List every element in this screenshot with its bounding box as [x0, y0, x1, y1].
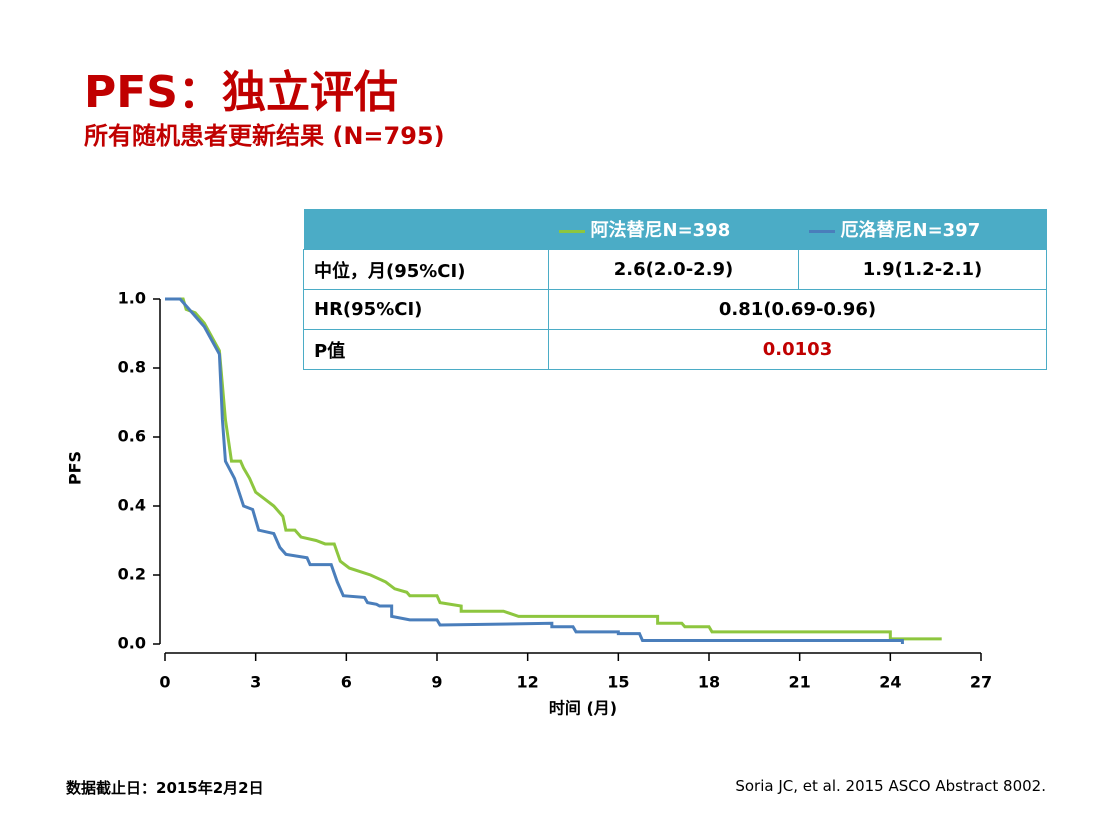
row-label: P值 — [303, 329, 549, 370]
row-label: HR(95%CI) — [303, 289, 549, 330]
x-tick-label: 24 — [879, 673, 901, 692]
y-tick-label: 0.8 — [118, 358, 146, 377]
cell: 2.6(2.0-2.9) — [548, 249, 799, 290]
cell: 0.0103 — [548, 329, 1047, 370]
x-tick-label: 12 — [517, 673, 539, 692]
citation: Soria JC, et al. 2015 ASCO Abstract 8002… — [735, 777, 1046, 795]
title: PFS：独立评估 — [84, 67, 398, 118]
footnote: 数据截止日：2015年2月2日 — [66, 779, 264, 797]
legend-label: 阿法替尼N=398 — [590, 220, 731, 241]
x-axis-label: 时间 (月) — [549, 699, 617, 718]
y-tick-label: 0.0 — [118, 634, 146, 653]
legend-swatch — [558, 229, 585, 233]
x-tick-label: 27 — [970, 673, 992, 692]
y-axis-label: PFS — [66, 451, 85, 485]
x-tick-label: 18 — [698, 673, 720, 692]
km-curve — [165, 297, 904, 644]
cell: 0.81(0.69-0.96) — [548, 289, 1047, 330]
legend-item: 阿法替尼N=398 — [548, 209, 799, 250]
x-tick-label: 9 — [431, 673, 442, 692]
cell: 1.9(1.2-2.1) — [798, 249, 1047, 290]
x-tick-label: 6 — [341, 673, 352, 692]
legend-label: 厄洛替尼N=397 — [840, 220, 981, 241]
legend-swatch — [808, 229, 835, 233]
subtitle: 所有随机患者更新结果 (N=795) — [84, 122, 445, 150]
summary-table: 阿法替尼N=398 厄洛替尼N=397 中位，月(95%CI) 2.6(2.0-2… — [303, 209, 1047, 370]
y-tick-label: 0.2 — [118, 565, 146, 584]
x-tick-label: 21 — [789, 673, 811, 692]
km-curve — [165, 297, 942, 641]
y-tick-label: 0.4 — [118, 496, 146, 515]
x-tick-label: 15 — [607, 673, 629, 692]
y-tick-label: 1.0 — [118, 289, 146, 308]
legend-item: 厄洛替尼N=397 — [798, 209, 1047, 250]
x-tick-label: 0 — [159, 673, 170, 692]
row-label: 中位，月(95%CI) — [303, 249, 549, 290]
x-tick-label: 3 — [250, 673, 261, 692]
header-cell — [303, 209, 549, 250]
y-tick-label: 0.6 — [118, 427, 146, 446]
